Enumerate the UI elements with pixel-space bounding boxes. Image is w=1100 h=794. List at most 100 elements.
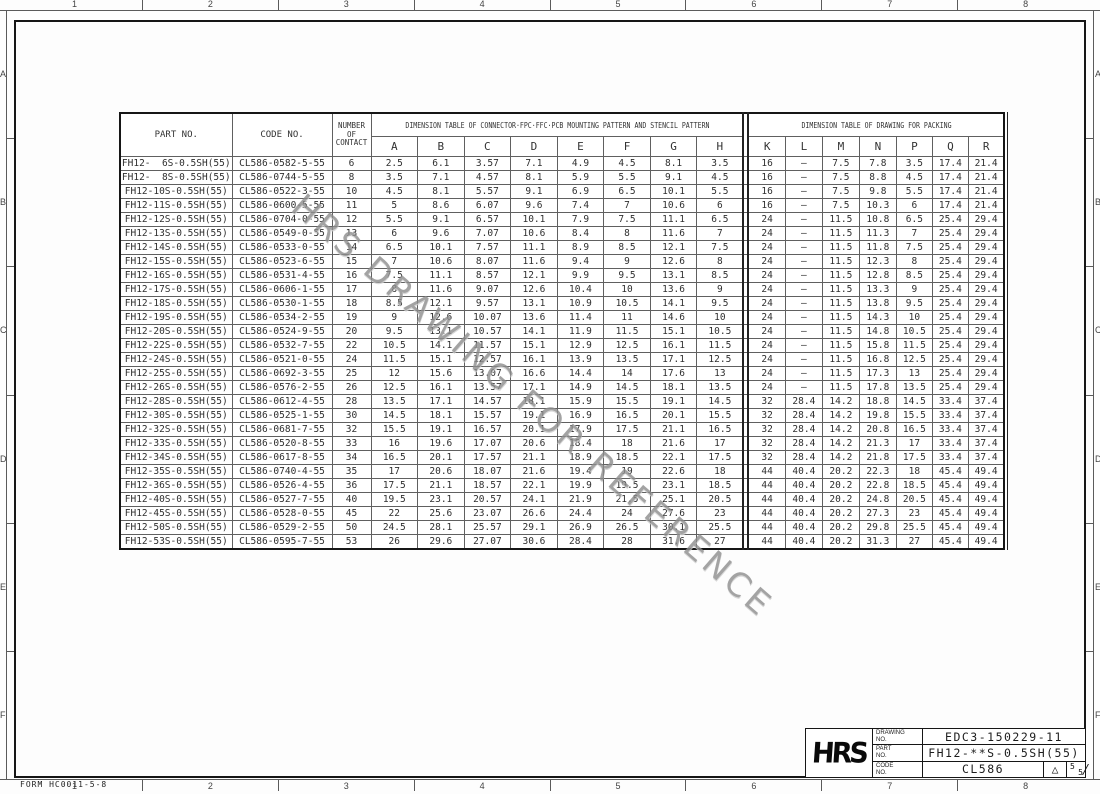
table-cell: 5.5: [603, 170, 651, 185]
column-letter-H: H: [696, 136, 744, 157]
table-row: FH12-30S-0.5SH(55) CL586-0525-1-55 30 14.5 1…: [119, 408, 1005, 423]
table-cell: FH12-45S-0.5SH(55): [119, 506, 233, 521]
table-cell: 27.3: [858, 506, 897, 521]
table-cell: 13.8: [858, 296, 897, 311]
table-cell: 33.4: [931, 436, 969, 451]
table-cell: 11.5: [821, 212, 860, 227]
table-row: FH12-53S-0.5SH(55) CL586-0595-7-55 53 26 29.…: [119, 534, 1005, 550]
table-cell: 9.57: [463, 296, 512, 311]
zone-letter-right-A: A: [1095, 69, 1100, 80]
zone-number-bottom-1: 1: [71, 781, 77, 791]
table-cell: 22.6: [649, 464, 698, 479]
table-cell: 37.4: [967, 422, 1005, 437]
table-cell: 10.5: [370, 338, 419, 353]
table-cell: 10.6: [510, 226, 558, 241]
table-cell: 14.2: [821, 394, 860, 409]
part-no-value: FH12-**S-0.5SH(55): [928, 745, 1080, 760]
table-cell: 32: [331, 422, 372, 437]
table-cell: 19: [331, 310, 372, 325]
table-cell: 9.5: [895, 296, 933, 311]
table-cell: 18.5: [895, 478, 933, 493]
table-cell: 28.1: [417, 520, 465, 535]
table-right-double-line: [1007, 112, 1008, 550]
table-cell: 13.5: [895, 380, 933, 395]
table-cell: FH12-35S-0.5SH(55): [119, 464, 233, 479]
table-cell: 16.5: [696, 422, 744, 437]
table-cell: 20: [331, 324, 372, 339]
table-cell: 40.4: [784, 534, 823, 550]
table-cell: 7.07: [463, 226, 512, 241]
column-letter-F: F: [603, 136, 651, 157]
table-cell: 25.4: [931, 212, 969, 227]
drawing-no-value: EDC3-150229-11: [945, 729, 1063, 744]
table-cell: CL586-0582-5-55: [231, 156, 333, 171]
table-cell: 26: [370, 534, 419, 550]
table-cell: 20.1: [417, 450, 465, 465]
table-cell: 10.6: [649, 198, 698, 213]
table-cell: 49.4: [967, 520, 1005, 535]
table-cell: 15.57: [463, 408, 512, 423]
table-cell: 17.5: [603, 422, 651, 437]
table-cell: CL586-0606-1-55: [231, 282, 333, 297]
table-cell: 8.07: [463, 254, 512, 269]
table-cell: 6: [895, 198, 933, 213]
table-cell: FH12-19S-0.5SH(55): [119, 310, 233, 325]
table-cell: 6.9: [556, 184, 605, 199]
table-cell: 19.5: [370, 492, 419, 507]
zone-tick: [6, 266, 14, 268]
table-cell: 25.4: [931, 352, 969, 367]
zone-tick: [1086, 394, 1093, 396]
table-row: FH12-14S-0.5SH(55) CL586-0533-0-55 14 6.5 10…: [119, 240, 1005, 255]
table-row: FH12-24S-0.5SH(55) CL586-0521-0-55 24 11.5 1…: [119, 352, 1005, 367]
table-cell: 13.1: [649, 268, 698, 283]
table-cell: 17: [331, 282, 372, 297]
table-cell: 11: [603, 310, 651, 325]
table-cell: 33.4: [931, 450, 969, 465]
table-cell: 45.4: [931, 506, 969, 521]
table-cell: —: [784, 296, 823, 311]
table-cell: 16.1: [417, 380, 465, 395]
table-cell: 12.5: [895, 352, 933, 367]
column-letter-G: G: [649, 136, 698, 157]
table-cell: FH12-11S-0.5SH(55): [119, 198, 233, 213]
table-cell: 49.4: [967, 534, 1005, 550]
table-cell: 11.5: [821, 296, 860, 311]
zone-tick: [141, 0, 143, 10]
table-cell: 9.4: [556, 254, 605, 269]
table-cell: FH12-36S-0.5SH(55): [119, 478, 233, 493]
table-cell: 29.4: [967, 240, 1005, 255]
table-cell: CL586-0520-8-55: [231, 436, 333, 451]
table-cell: 24: [747, 254, 786, 269]
table-cell: 37.4: [967, 450, 1005, 465]
table-cell: FH12-15S-0.5SH(55): [119, 254, 233, 269]
table-cell: 2.5: [370, 156, 419, 171]
table-header-row-groups: PART NO. CODE NO. NUMBER OF CONTACT DIMENS…: [119, 112, 1005, 157]
table-cell: 9.1: [649, 170, 698, 185]
table-cell: 44: [747, 534, 786, 550]
table-cell: CL586-0530-1-55: [231, 296, 333, 311]
table-cell: 16.5: [603, 408, 651, 423]
table-cell: 6.57: [463, 212, 512, 227]
zone-tick: [277, 0, 279, 10]
table-cell: 35: [331, 464, 372, 479]
table-cell: 6: [331, 156, 372, 171]
table-cell: 29.4: [967, 212, 1005, 227]
table-cell: 20.2: [821, 506, 860, 521]
table-cell: 7.5: [821, 184, 860, 199]
table-cell: CL586-0525-1-55: [231, 408, 333, 423]
table-cell: 40.4: [784, 464, 823, 479]
table-cell: 32: [747, 408, 786, 423]
zone-number-top-5: 5: [615, 0, 621, 9]
zone-number-top-2: 2: [207, 0, 213, 9]
table-cell: 3.57: [463, 156, 512, 171]
table-cell: —: [784, 226, 823, 241]
table-cell: 24: [747, 296, 786, 311]
table-cell: 53: [331, 534, 372, 550]
table-cell: 49.4: [967, 492, 1005, 507]
table-cell: 9.8: [858, 184, 897, 199]
table-cell: 12.6: [649, 254, 698, 269]
table-cell: 24: [747, 212, 786, 227]
table-cell: 12.3: [858, 254, 897, 269]
table-cell: FH12-50S-0.5SH(55): [119, 520, 233, 535]
table-cell: 7.5: [821, 170, 860, 185]
